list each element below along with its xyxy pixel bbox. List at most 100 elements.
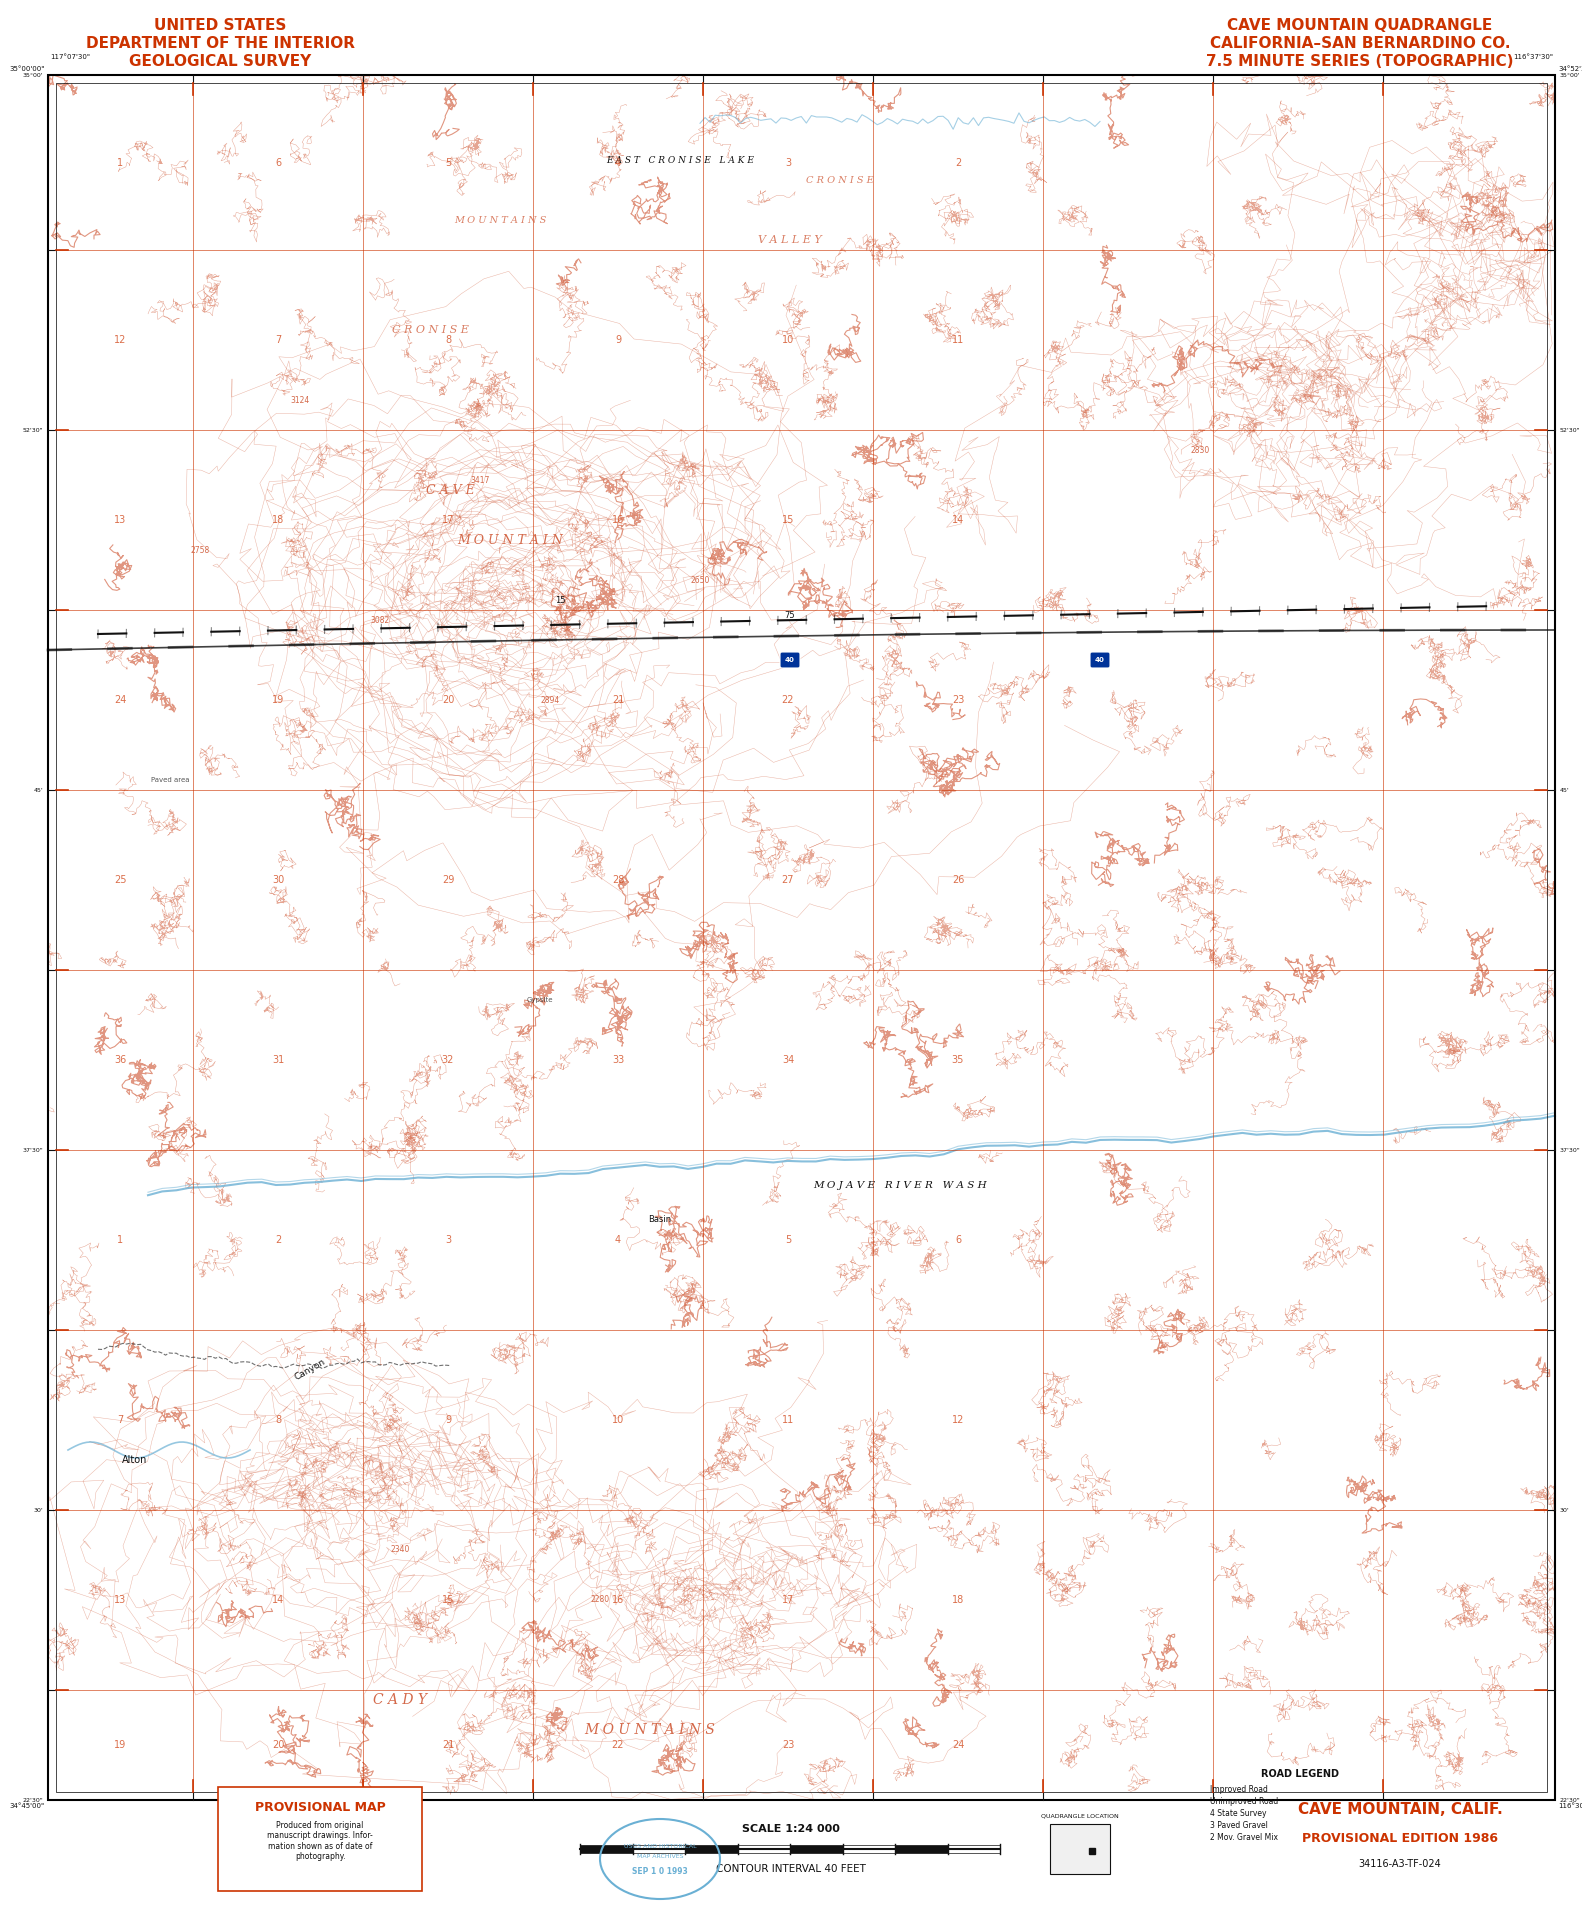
Text: 35°00'00": 35°00'00" (9, 65, 44, 73)
Text: 34116-A3-TF-024: 34116-A3-TF-024 (1359, 1860, 1441, 1869)
Text: 18: 18 (952, 1595, 963, 1604)
Text: M O J A V E   R I V E R   W A S H: M O J A V E R I V E R W A S H (813, 1180, 987, 1190)
Text: 27: 27 (782, 875, 794, 885)
Text: 34°52'30": 34°52'30" (1558, 65, 1582, 73)
Text: 15: 15 (555, 595, 565, 604)
Text: 37'30": 37'30" (22, 1148, 43, 1153)
Text: 34: 34 (782, 1055, 794, 1065)
Text: 21: 21 (612, 695, 625, 704)
Text: E A S T   C R O N I S E   L A K E: E A S T C R O N I S E L A K E (606, 155, 755, 165)
Text: C R O N I S E: C R O N I S E (392, 324, 468, 336)
Bar (581, 1844, 633, 1854)
Text: USGS AND HISTORICAL: USGS AND HISTORICAL (623, 1844, 696, 1850)
Text: 8: 8 (445, 336, 451, 345)
Text: 20: 20 (272, 1741, 285, 1750)
Text: 4: 4 (615, 1236, 622, 1245)
Text: 2650: 2650 (690, 576, 710, 585)
Text: Improved Road: Improved Road (1210, 1785, 1267, 1794)
Text: UNITED STATES: UNITED STATES (153, 17, 286, 33)
Text: C A V E: C A V E (426, 484, 475, 497)
Text: 5: 5 (445, 157, 451, 167)
Bar (55, 83, 1547, 1792)
Bar (633, 1844, 685, 1854)
Text: 116°37'30": 116°37'30" (1512, 54, 1554, 59)
Text: 6: 6 (956, 1236, 960, 1245)
Text: CAVE MOUNTAIN QUADRANGLE: CAVE MOUNTAIN QUADRANGLE (1228, 17, 1493, 33)
Text: 14: 14 (272, 1595, 285, 1604)
Text: 6: 6 (275, 157, 282, 167)
Text: 13: 13 (114, 514, 127, 526)
Text: Canyon: Canyon (293, 1357, 327, 1382)
Text: PROVISIONAL MAP: PROVISIONAL MAP (255, 1802, 386, 1813)
Text: Basin: Basin (649, 1215, 672, 1224)
Text: 15: 15 (441, 1595, 454, 1604)
Text: 37'30": 37'30" (1560, 1148, 1580, 1153)
Text: M O U N T A I N: M O U N T A I N (457, 533, 563, 547)
Text: 13: 13 (114, 1595, 127, 1604)
Text: MAP ARCHIVES: MAP ARCHIVES (636, 1854, 683, 1860)
Text: 5: 5 (785, 1236, 791, 1245)
Text: PROVISIONAL EDITION 1986: PROVISIONAL EDITION 1986 (1302, 1833, 1498, 1846)
Text: 21: 21 (441, 1741, 454, 1750)
Text: 2340: 2340 (391, 1545, 410, 1554)
Text: SEP 1 0 1993: SEP 1 0 1993 (633, 1867, 688, 1875)
Text: 19: 19 (114, 1741, 127, 1750)
Text: 12: 12 (952, 1414, 963, 1426)
Text: 11: 11 (782, 1414, 794, 1426)
Bar (948, 1844, 1000, 1854)
Text: 7: 7 (117, 1414, 123, 1426)
Text: 2830: 2830 (1190, 445, 1210, 455)
Text: Gypsite: Gypsite (527, 998, 554, 1004)
Text: 4: 4 (615, 157, 622, 167)
Text: 3: 3 (785, 157, 791, 167)
Text: V A L L E Y: V A L L E Y (758, 234, 823, 246)
Text: 24: 24 (952, 1741, 963, 1750)
Text: 117°07'30": 117°07'30" (51, 54, 90, 59)
Text: C R O N I S E: C R O N I S E (807, 175, 873, 184)
Text: 40: 40 (1095, 656, 1104, 662)
Text: 3417: 3417 (470, 476, 490, 484)
Text: 3 Paved Gravel: 3 Paved Gravel (1210, 1821, 1267, 1829)
Text: 2280: 2280 (590, 1595, 609, 1604)
Text: 32: 32 (441, 1055, 454, 1065)
Bar (47, 75, 1555, 1800)
Text: DEPARTMENT OF THE INTERIOR: DEPARTMENT OF THE INTERIOR (85, 36, 354, 52)
Text: 22'30": 22'30" (1560, 1798, 1580, 1802)
Text: 25: 25 (114, 875, 127, 885)
Text: 2894: 2894 (541, 695, 560, 704)
Text: M O U N T A I N S: M O U N T A I N S (585, 1723, 715, 1737)
Text: 22: 22 (612, 1741, 625, 1750)
Text: 12: 12 (114, 336, 127, 345)
Text: Paved area: Paved area (150, 777, 190, 783)
Text: 17: 17 (441, 514, 454, 526)
Text: 20: 20 (441, 695, 454, 704)
Text: 2: 2 (275, 1236, 282, 1245)
Text: ROAD LEGEND: ROAD LEGEND (1261, 1769, 1338, 1779)
Text: 18: 18 (272, 514, 285, 526)
Text: CALIFORNIA–SAN BERNARDINO CO.: CALIFORNIA–SAN BERNARDINO CO. (1210, 36, 1511, 52)
Text: 30: 30 (272, 875, 285, 885)
Text: Alton: Alton (122, 1455, 147, 1464)
Text: 11: 11 (952, 336, 963, 345)
Text: 7: 7 (275, 336, 282, 345)
Text: C A D Y: C A D Y (373, 1693, 427, 1708)
Bar (47, 75, 1555, 1800)
Text: 23: 23 (782, 1741, 794, 1750)
Text: 15: 15 (782, 514, 794, 526)
Text: M O U N T A I N S: M O U N T A I N S (454, 215, 546, 225)
Text: 40: 40 (785, 656, 794, 662)
FancyBboxPatch shape (218, 1787, 422, 1890)
Text: 1: 1 (117, 1236, 123, 1245)
Text: 23: 23 (952, 695, 963, 704)
Text: 116°30'00"W: 116°30'00"W (1558, 1804, 1582, 1810)
Text: 9: 9 (615, 336, 622, 345)
Text: 45': 45' (1560, 787, 1569, 793)
Text: 35°00': 35°00' (1560, 73, 1580, 77)
Text: 4 State Survey: 4 State Survey (1210, 1808, 1267, 1817)
Text: 2 Mov. Gravel Mix: 2 Mov. Gravel Mix (1210, 1833, 1278, 1842)
Text: 29: 29 (441, 875, 454, 885)
FancyBboxPatch shape (1090, 652, 1111, 668)
Text: 2758: 2758 (190, 545, 210, 555)
Bar (1050, 1823, 1111, 1875)
Text: GEOLOGICAL SURVEY: GEOLOGICAL SURVEY (128, 54, 312, 69)
